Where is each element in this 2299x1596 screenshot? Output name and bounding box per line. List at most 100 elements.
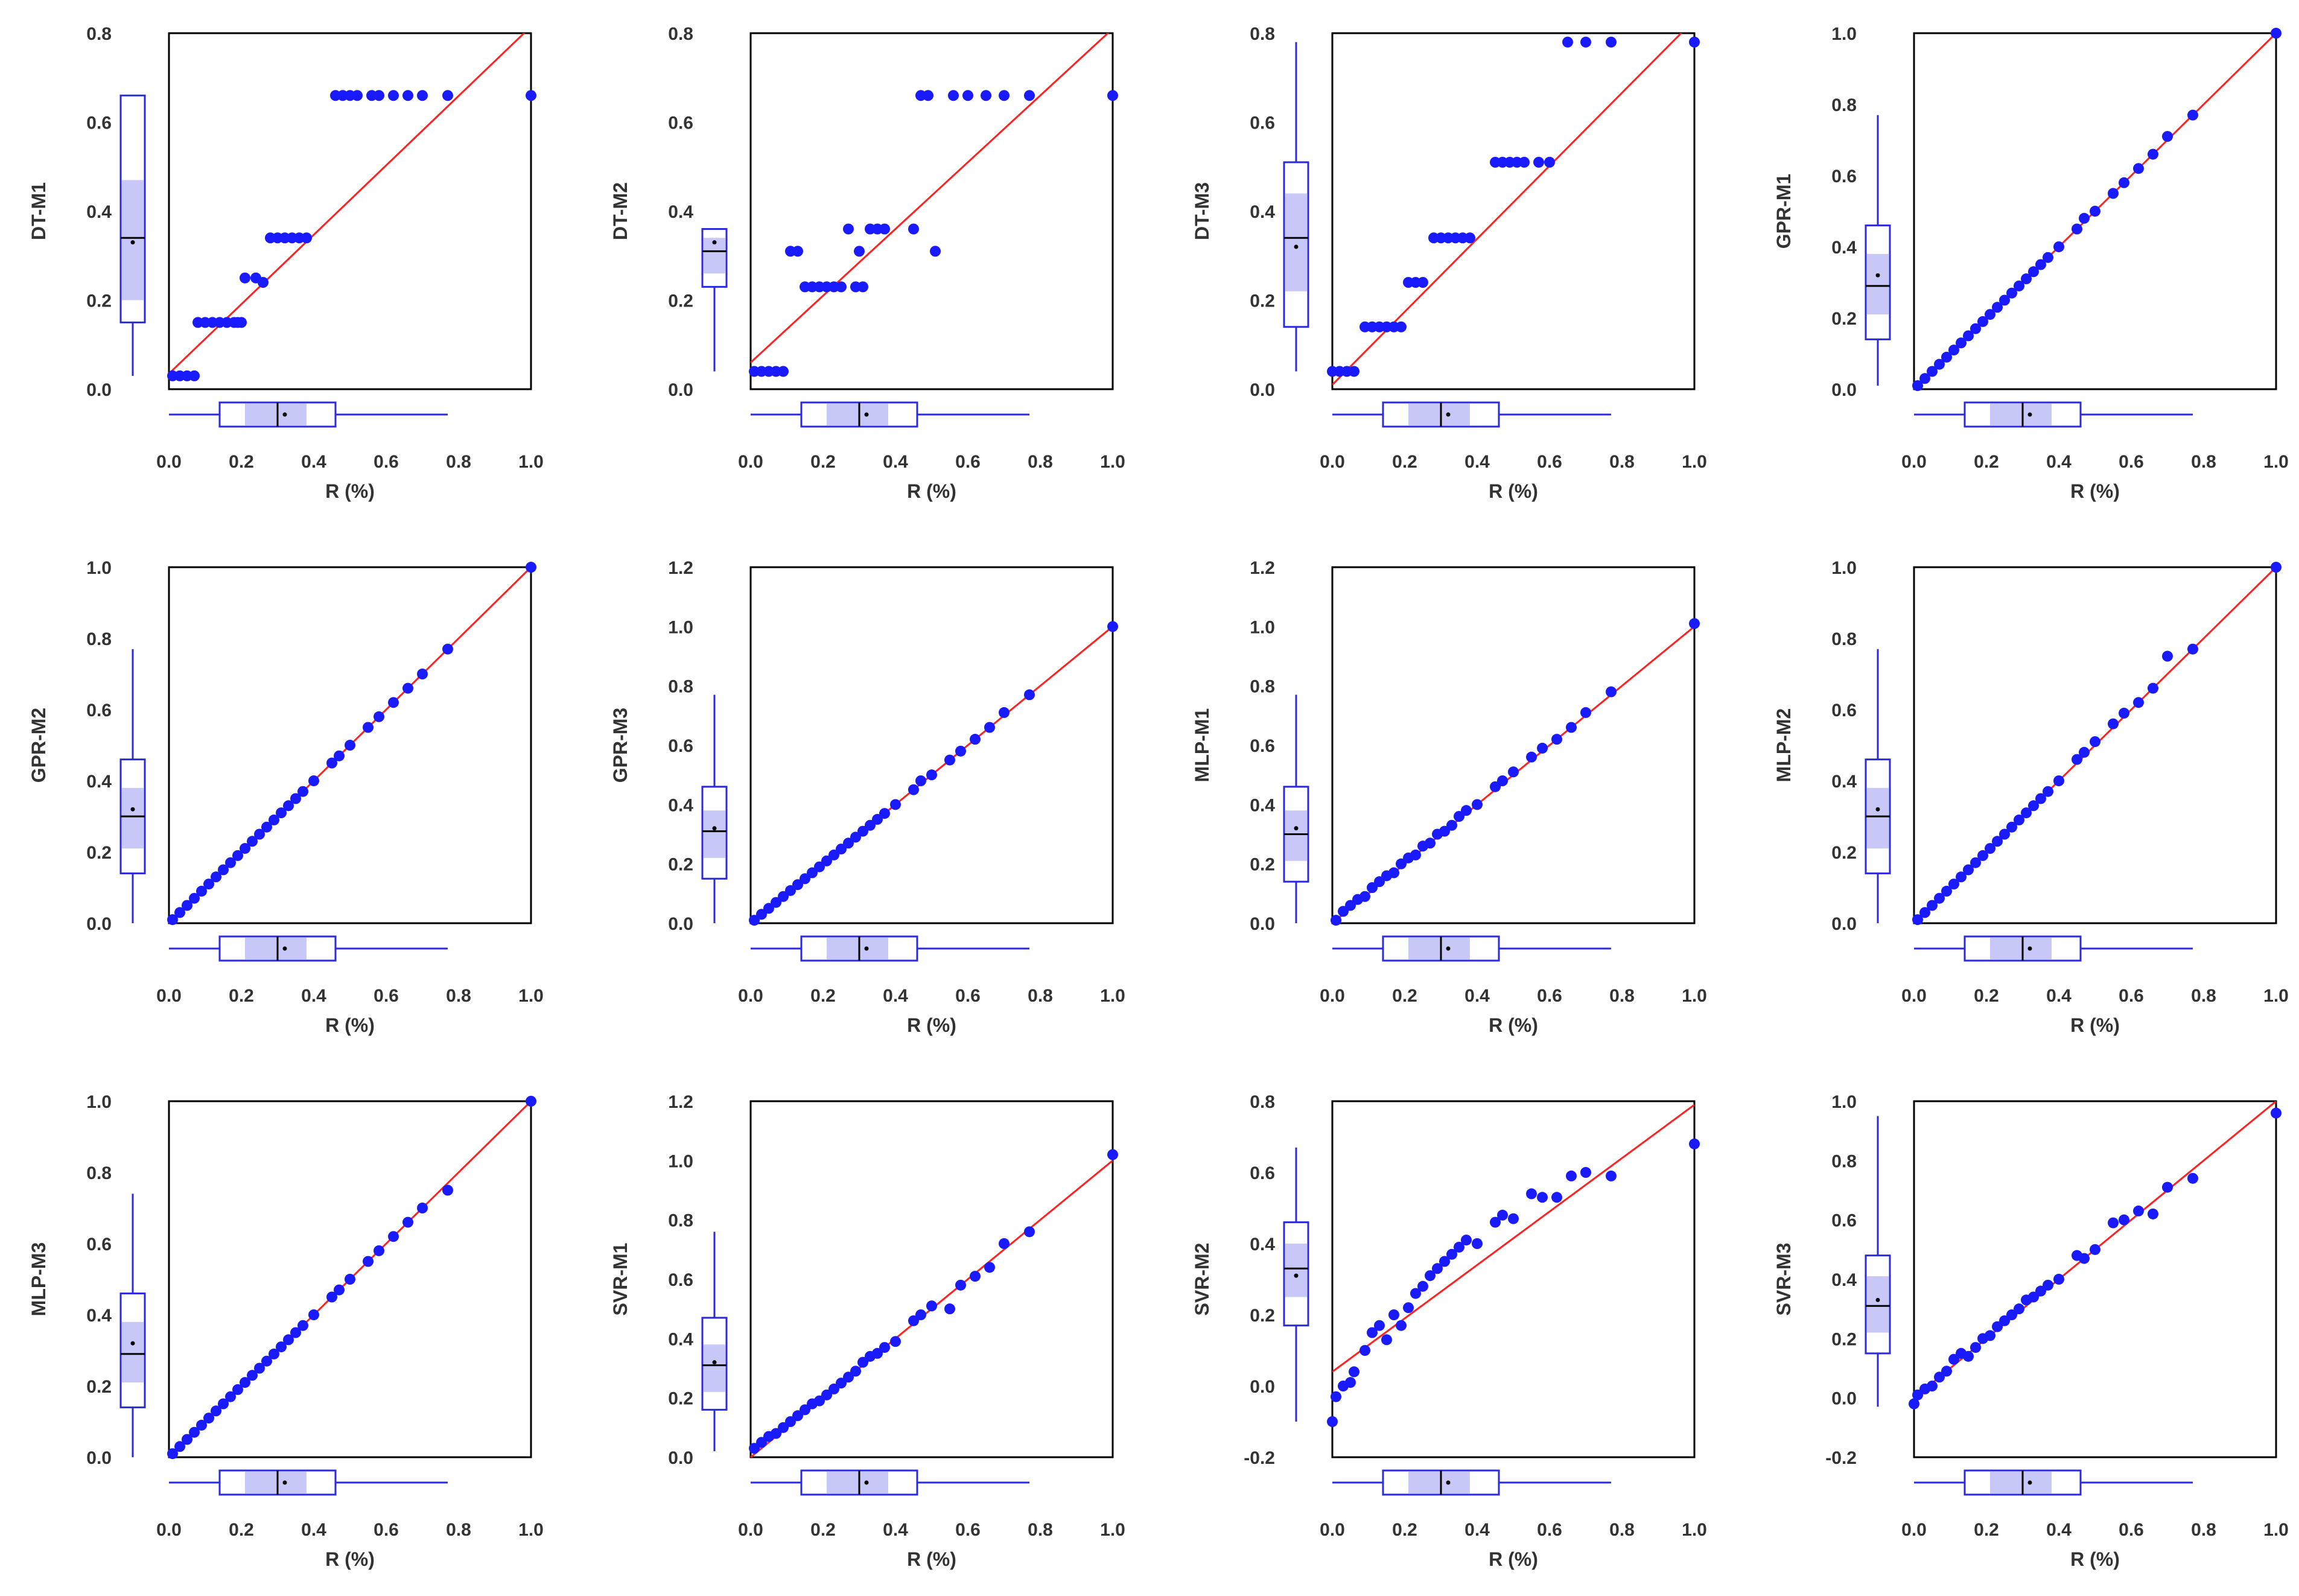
x-tick-label: 1.0 (1100, 986, 1125, 1006)
data-point (1580, 1167, 1591, 1178)
data-point (211, 871, 221, 883)
data-point (1107, 90, 1118, 101)
y-box-ci-band (122, 787, 144, 849)
x-box-mean (864, 946, 869, 951)
data-point (2006, 1309, 2017, 1320)
data-point (189, 370, 200, 381)
data-point (1396, 858, 1407, 870)
data-point (167, 1448, 178, 1460)
plot-frame (1331, 32, 1696, 390)
x-tick-label: 0.0 (738, 452, 763, 472)
data-point (2079, 1253, 2090, 1264)
data-point (857, 281, 868, 293)
data-point (236, 317, 247, 328)
x-tick-label: 0.0 (738, 986, 763, 1006)
y-tick-label: 1.0 (1831, 558, 1857, 578)
data-point (828, 849, 839, 860)
y-tick-label: 0.8 (668, 24, 693, 44)
x-axis-title: R (%) (1489, 480, 1538, 502)
x-tick-label: 0.6 (955, 986, 981, 1006)
x-tick-label: 0.6 (1537, 452, 1562, 472)
data-point (203, 879, 214, 890)
data-point (1461, 805, 1472, 816)
data-point (2006, 821, 2017, 833)
y-axis-title: SVR-M1 (609, 1243, 631, 1316)
data-point (1689, 618, 1700, 629)
x-tick-label: 0.8 (446, 1520, 471, 1540)
x-tick-label: 0.8 (2191, 452, 2216, 472)
x-axis-title: R (%) (1489, 1548, 1538, 1570)
chart-panel: 0.0 0.2 0.4 0.6 0.8 1.0 1.2 0.0 0.2 0.4 0.6 0.8 1.0 R… (609, 558, 1125, 1036)
y-axis-title: GPR-M3 (609, 708, 631, 783)
y-tick-label: 0.2 (1250, 291, 1275, 311)
x-box-ci-band (1408, 404, 1470, 425)
y-tick-label: 1.0 (668, 617, 693, 637)
x-tick-label: 0.2 (1974, 452, 1999, 472)
data-point (442, 643, 453, 655)
data-point (1508, 766, 1519, 778)
x-tick-label: 1.0 (2263, 452, 2289, 472)
y-axis-title: GPR-M1 (1773, 174, 1795, 249)
data-point (1454, 811, 1464, 822)
x-box-mean (864, 1480, 869, 1485)
y-tick-label: 0.4 (86, 202, 112, 222)
data-point (1396, 321, 1407, 332)
x-tick-label: 0.4 (1464, 1520, 1490, 1540)
x-tick-label: 0.8 (1028, 986, 1053, 1006)
x-tick-label: 0.4 (301, 1520, 326, 1540)
data-point (915, 1309, 926, 1320)
data-point (402, 1216, 413, 1228)
x-tick-label: 0.8 (1609, 1520, 1635, 1540)
x-axis-title: R (%) (2070, 480, 2120, 502)
y-tick-label: 0.2 (1250, 1306, 1275, 1326)
data-point (1439, 825, 1450, 837)
x-tick-label: 1.0 (1100, 452, 1125, 472)
data-point (1024, 1226, 1035, 1238)
data-point (2053, 241, 2064, 252)
data-point (2021, 807, 2032, 819)
x-box-ci-band (245, 1472, 307, 1493)
data-point (2072, 223, 2082, 235)
data-point (261, 1355, 272, 1367)
x-tick-label: 0.4 (2046, 1520, 2072, 1540)
data-point (1919, 373, 1930, 384)
x-tick-label: 0.0 (1320, 1520, 1345, 1540)
y-tick-label: 0.8 (1250, 1092, 1275, 1112)
data-point (1985, 843, 1995, 854)
chart-panel: 0.0 0.2 0.4 0.6 0.8 0.0 0.2 0.4 0.6 0.8 1.0 R (%) DT… (609, 24, 1125, 502)
data-point (1526, 1188, 1537, 1200)
data-point (218, 864, 229, 876)
y-tick-label: 0.6 (86, 113, 112, 133)
data-point (269, 1348, 279, 1359)
data-point (363, 1256, 374, 1267)
data-point (402, 90, 413, 101)
x-tick-label: 0.2 (1392, 452, 1417, 472)
y-tick-label: 0.4 (1831, 238, 1857, 258)
data-point (189, 1426, 200, 1438)
data-point (1977, 850, 1988, 861)
y-tick-label: 0.8 (86, 1163, 112, 1183)
x-axis-title: R (%) (325, 1548, 375, 1570)
data-point (345, 1274, 355, 1285)
y-tick-label: 0.8 (86, 24, 112, 44)
y-tick-label: 1.2 (668, 558, 693, 578)
data-point (1345, 1377, 1356, 1388)
data-point (203, 1413, 214, 1424)
x-tick-label: 1.0 (518, 986, 544, 1006)
data-point (1934, 1372, 1945, 1383)
chart-panel: 0.0 0.2 0.4 0.6 0.8 1.0 0.0 0.2 0.4 0.6 0.8 1.0 R (%… (1773, 24, 2289, 502)
x-tick-label: 0.0 (156, 452, 182, 472)
x-box-mean (1446, 1480, 1451, 1485)
data-point (276, 1341, 287, 1353)
data-point (2028, 800, 2039, 812)
data-point (1349, 366, 1359, 377)
x-tick-label: 0.2 (229, 452, 254, 472)
data-point (1472, 1238, 1483, 1249)
data-point (908, 784, 919, 795)
data-point (1956, 871, 1967, 883)
x-box-mean (282, 412, 287, 417)
data-point (2271, 28, 2282, 39)
x-axis-title: R (%) (907, 1014, 956, 1036)
x-tick-label: 0.4 (883, 1520, 908, 1540)
